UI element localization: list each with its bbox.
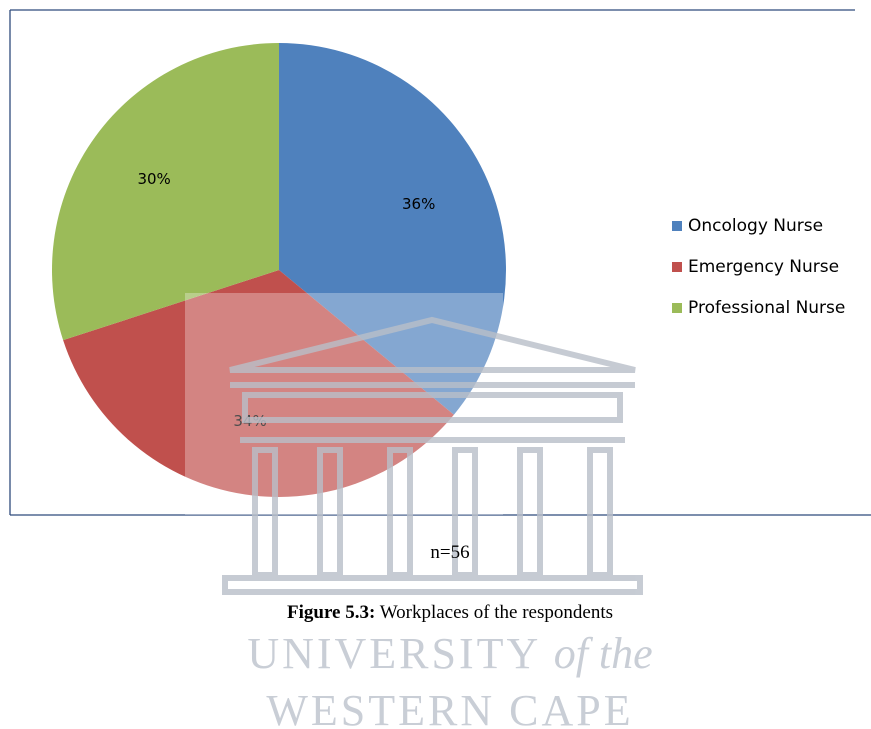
watermark-overlay xyxy=(185,293,503,515)
data-label: 30% xyxy=(137,170,170,188)
pie-slice xyxy=(51,43,279,341)
watermark-building xyxy=(222,316,643,595)
legend-swatch xyxy=(672,262,682,272)
legend: Oncology Nurse Emergency Nurse Professiona… xyxy=(672,216,845,318)
caption-text: Workplaces of the respondents xyxy=(380,602,613,623)
watermark-word: of the xyxy=(554,629,653,678)
watermark-line1: UNIVERSITY of the xyxy=(247,629,652,678)
caption-label: Figure 5.3: xyxy=(287,602,375,623)
data-label: 36% xyxy=(402,195,435,213)
watermark-line2: WESTERN CAPE xyxy=(266,686,633,729)
sample-size: n=56 xyxy=(430,542,469,563)
legend-label: Professional Nurse xyxy=(688,298,845,318)
legend-label: Oncology Nurse xyxy=(688,216,823,236)
legend-label: Emergency Nurse xyxy=(688,257,839,277)
legend-swatch xyxy=(672,303,682,313)
watermark-word: UNIVERSITY xyxy=(247,629,539,678)
legend-swatch xyxy=(672,221,682,231)
figure-caption: Figure 5.3: Workplaces of the respondent… xyxy=(287,602,613,623)
chart-frame xyxy=(9,9,871,516)
